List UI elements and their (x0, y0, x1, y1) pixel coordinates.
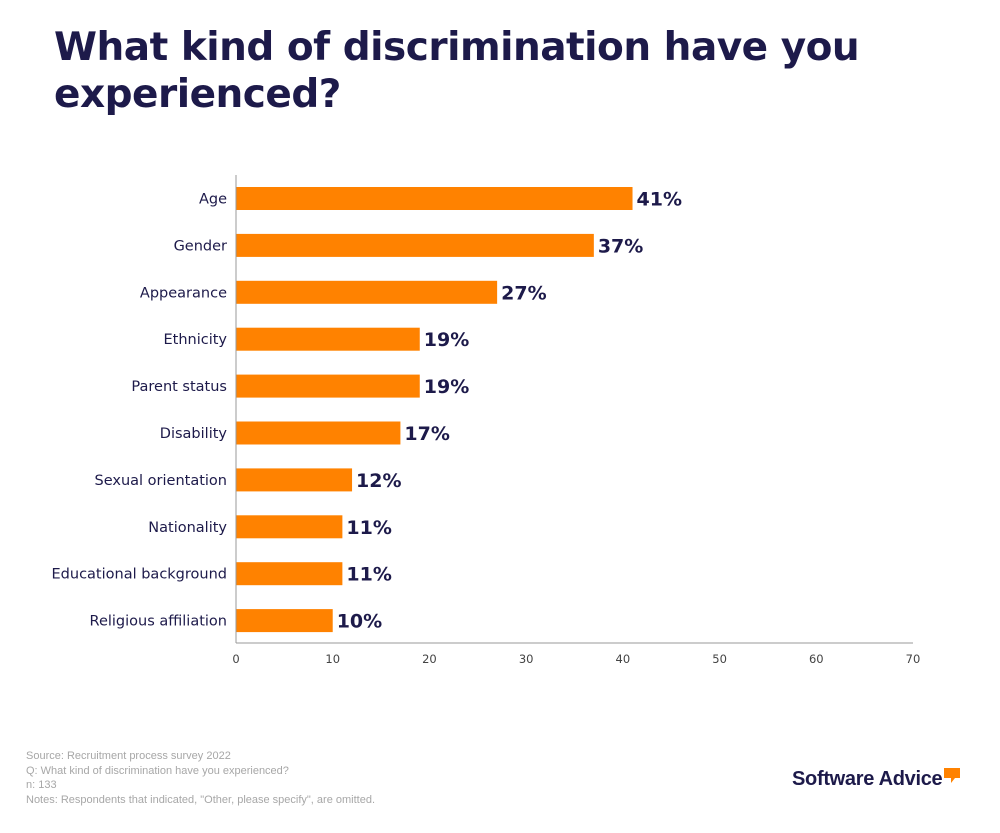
category-label: Parent status (131, 379, 227, 395)
data-label: 27% (501, 282, 546, 304)
bar (236, 327, 420, 351)
data-label: 10% (337, 611, 382, 633)
x-tick-label: 60 (809, 652, 824, 666)
bar (236, 374, 420, 398)
category-label: Religious affiliation (90, 614, 227, 630)
category-label: Ethnicity (163, 332, 227, 348)
bar (236, 562, 343, 586)
bar (236, 187, 633, 210)
data-label: 37% (598, 235, 643, 257)
bar (236, 515, 343, 539)
x-tick-label: 70 (906, 652, 921, 666)
category-label: Nationality (148, 520, 227, 536)
omission-note: Notes: Respondents that indicated, "Othe… (26, 793, 376, 806)
category-label: Age (199, 192, 227, 208)
bar-chart: Age 41% Gender 37% Appearance 27% Ethnicity 19%… (52, 175, 921, 666)
x-tick-label: 30 (519, 652, 534, 666)
bar (236, 468, 353, 492)
data-label: 19% (424, 376, 469, 398)
logo-text: Software Advice (792, 768, 943, 790)
data-label: 17% (404, 423, 449, 445)
x-tick-label: 40 (616, 652, 631, 666)
data-label: 11% (346, 564, 391, 586)
bar (236, 233, 594, 257)
data-label: 41% (637, 189, 682, 211)
bar (236, 280, 498, 304)
category-label: Sexual orientation (95, 473, 227, 489)
category-label: Gender (174, 238, 227, 254)
chart-title: What kind of discrimination have you exp… (54, 25, 860, 117)
chart-footnotes: Source: Recruitment process survey 2022 … (26, 749, 375, 807)
bar (236, 609, 333, 633)
x-tick-label: 10 (325, 652, 340, 666)
source-note: Source: Recruitment process survey 2022 (26, 750, 231, 762)
category-label: Educational background (52, 567, 227, 583)
x-tick-label: 20 (422, 652, 437, 666)
sample-size-note: n: 133 (26, 779, 57, 791)
data-label: 11% (346, 517, 391, 539)
data-label: 12% (356, 470, 401, 492)
question-note: Q: What kind of discrimination have you … (26, 764, 289, 777)
data-label: 19% (424, 329, 469, 351)
x-tick-label: 0 (232, 652, 239, 666)
bar (236, 421, 401, 445)
category-label: Appearance (140, 285, 227, 301)
software-advice-logo: Software Advice (792, 764, 961, 794)
category-label: Disability (160, 426, 228, 442)
x-tick-label: 50 (712, 652, 727, 666)
speech-bubble-icon (943, 767, 961, 791)
